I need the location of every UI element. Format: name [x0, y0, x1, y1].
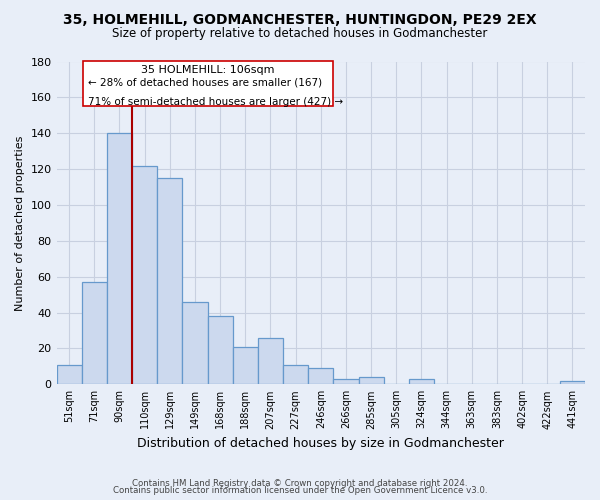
- Text: 71% of semi-detached houses are larger (427) →: 71% of semi-detached houses are larger (…: [88, 98, 343, 108]
- Bar: [182, 302, 208, 384]
- Text: Contains HM Land Registry data © Crown copyright and database right 2024.: Contains HM Land Registry data © Crown c…: [132, 478, 468, 488]
- X-axis label: Distribution of detached houses by size in Godmanchester: Distribution of detached houses by size …: [137, 437, 504, 450]
- Text: 35, HOLMEHILL, GODMANCHESTER, HUNTINGDON, PE29 2EX: 35, HOLMEHILL, GODMANCHESTER, HUNTINGDON…: [63, 12, 537, 26]
- Bar: [560, 380, 585, 384]
- Bar: [334, 379, 359, 384]
- Text: 35 HOLMEHILL: 106sqm: 35 HOLMEHILL: 106sqm: [142, 65, 275, 75]
- Y-axis label: Number of detached properties: Number of detached properties: [15, 135, 25, 310]
- Bar: [409, 379, 434, 384]
- Bar: [359, 377, 383, 384]
- Text: ← 28% of detached houses are smaller (167): ← 28% of detached houses are smaller (16…: [88, 78, 322, 88]
- Bar: [283, 364, 308, 384]
- Bar: [208, 316, 233, 384]
- Bar: [132, 166, 157, 384]
- Bar: [82, 282, 107, 384]
- Bar: [56, 364, 82, 384]
- Text: Size of property relative to detached houses in Godmanchester: Size of property relative to detached ho…: [112, 28, 488, 40]
- Text: Contains public sector information licensed under the Open Government Licence v3: Contains public sector information licen…: [113, 486, 487, 495]
- Bar: [258, 338, 283, 384]
- FancyBboxPatch shape: [83, 62, 334, 106]
- Bar: [157, 178, 182, 384]
- Bar: [308, 368, 334, 384]
- Bar: [233, 346, 258, 385]
- Bar: [107, 133, 132, 384]
